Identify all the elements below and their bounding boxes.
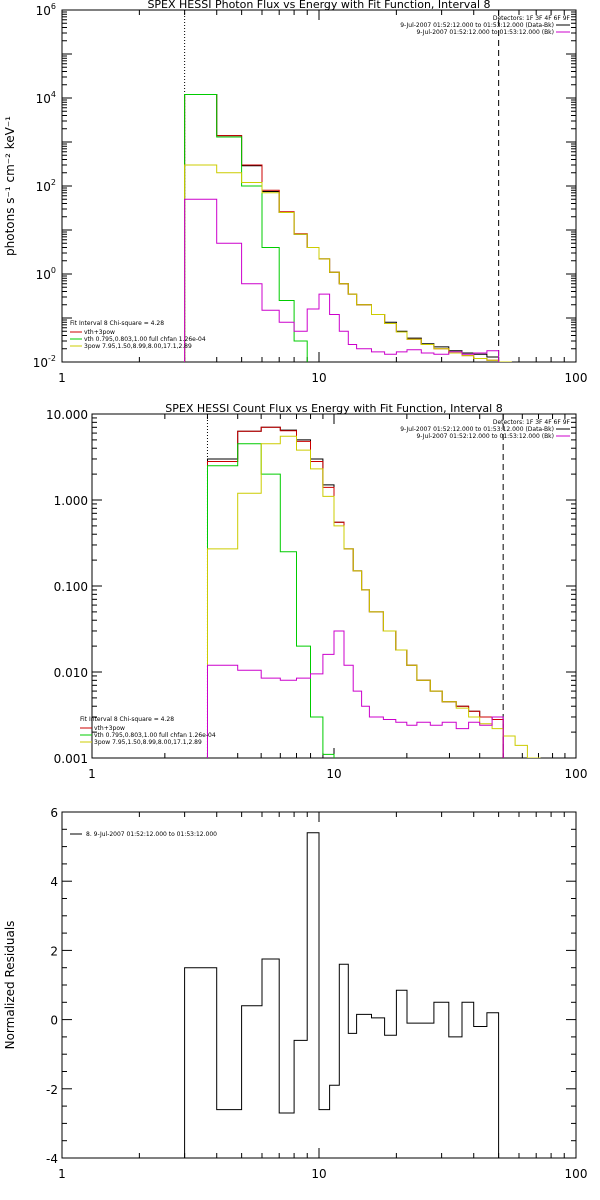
- panel-2: SPEX HESSI Count Flux vs Energy with Fit…: [46, 402, 588, 781]
- legend-entry: 9-Jul-2007 01:52:12.000 to 01:53:12.000 …: [400, 426, 554, 433]
- chart-title: SPEX HESSI Count Flux vs Energy with Fit…: [165, 402, 502, 415]
- series-line-3: [207, 443, 335, 758]
- series-line-1: [184, 832, 500, 1158]
- y-tick-label: 0.001: [54, 752, 88, 766]
- x-tick-label: 100: [565, 1167, 588, 1181]
- y-tick-label: 10-2: [33, 354, 56, 370]
- panel-3: 1 10 100 -4 -2 0 2 4 6 Normalized Residuals 8. 9-J…: [3, 806, 588, 1181]
- y-tick-label: 102: [36, 178, 56, 194]
- y-tick-label: 100: [36, 266, 56, 282]
- legend-entry: 9-Jul-2007 01:52:12.000 to 01:53:12.000 …: [416, 29, 554, 36]
- y-tick-label: 4: [50, 875, 58, 889]
- y-tick-label: 0: [50, 1014, 58, 1028]
- x-tick-label: 10: [311, 371, 326, 385]
- legend-entry: 9-Jul-2007 01:52:12.000 to 01:53:12.000 …: [400, 22, 554, 29]
- series-line-5: [184, 198, 500, 362]
- legend-entry: 3pow 7.95,1.50,8.99,8.00,17.1,2.89: [94, 739, 202, 746]
- legend-entry: vth+3pow: [84, 329, 115, 336]
- legend-entry: 8. 9-Jul-2007 01:52:12.000 to 01:53:12.0…: [86, 831, 217, 838]
- legend-entry: 9-Jul-2007 01:52:12.000 to 01:53:12.000 …: [416, 433, 554, 440]
- series-group: [184, 832, 500, 1158]
- y-tick-label: 104: [36, 90, 56, 106]
- panel-1: SPEX HESSI Photon Flux vs Energy with Fi…: [3, 0, 588, 385]
- series-line-5: [207, 630, 504, 758]
- series-group: [184, 94, 512, 362]
- legend-entry: Fit Interval 8 Chi-square = 4.28: [70, 320, 164, 327]
- legend-entry: Fit Interval 8 Chi-square = 4.28: [80, 716, 174, 723]
- y-tick-label: -4: [46, 1152, 58, 1166]
- series-line-4: [184, 164, 512, 362]
- y-tick-label: 10.000: [46, 408, 88, 422]
- y-axis-label: photons s⁻¹ cm⁻² keV⁻¹: [3, 116, 17, 256]
- x-tick-label: 1: [58, 371, 66, 385]
- legend-entry: vth 0.795,0.803,1.00 full chfan 1.26e-04: [94, 732, 216, 739]
- x-tick-label: 100: [565, 767, 588, 781]
- series-line-3: [184, 94, 308, 362]
- x-tick-label: 10: [326, 767, 341, 781]
- legend-entry: 3pow 7.95,1.50,8.99,8.00,17.1,2.89: [84, 343, 192, 350]
- series-line-1: [207, 426, 504, 758]
- y-tick-label: 6: [50, 806, 58, 820]
- y-tick-label: 0.100: [54, 580, 88, 594]
- y-tick-label: 1.000: [54, 494, 88, 508]
- y-tick-label: 2: [50, 944, 58, 958]
- y-tick-label: -2: [46, 1083, 58, 1097]
- x-tick-label: 100: [565, 371, 588, 385]
- series-line-4: [207, 435, 541, 758]
- x-tick-label: 1: [88, 767, 96, 781]
- y-tick-label: 0.010: [54, 666, 88, 680]
- chart-title: SPEX HESSI Photon Flux vs Energy with Fi…: [147, 0, 490, 11]
- x-tick-label: 1: [58, 1167, 66, 1181]
- legend-entry: vth 0.795,0.803,1.00 full chfan 1.26e-04: [84, 336, 206, 343]
- series-line-1: [184, 94, 500, 362]
- y-axis-label: Normalized Residuals: [3, 921, 17, 1050]
- x-tick-label: 10: [311, 1167, 326, 1181]
- legend-entry: Detectors: 1F 3F 4F 6F 9F: [493, 419, 571, 426]
- series-group: [207, 426, 541, 758]
- legend-entry: Detectors: 1F 3F 4F 6F 9F: [493, 15, 571, 22]
- series-line-2: [207, 426, 504, 758]
- y-tick-label: 106: [36, 2, 56, 18]
- legend-entry: vth+3pow: [94, 725, 125, 732]
